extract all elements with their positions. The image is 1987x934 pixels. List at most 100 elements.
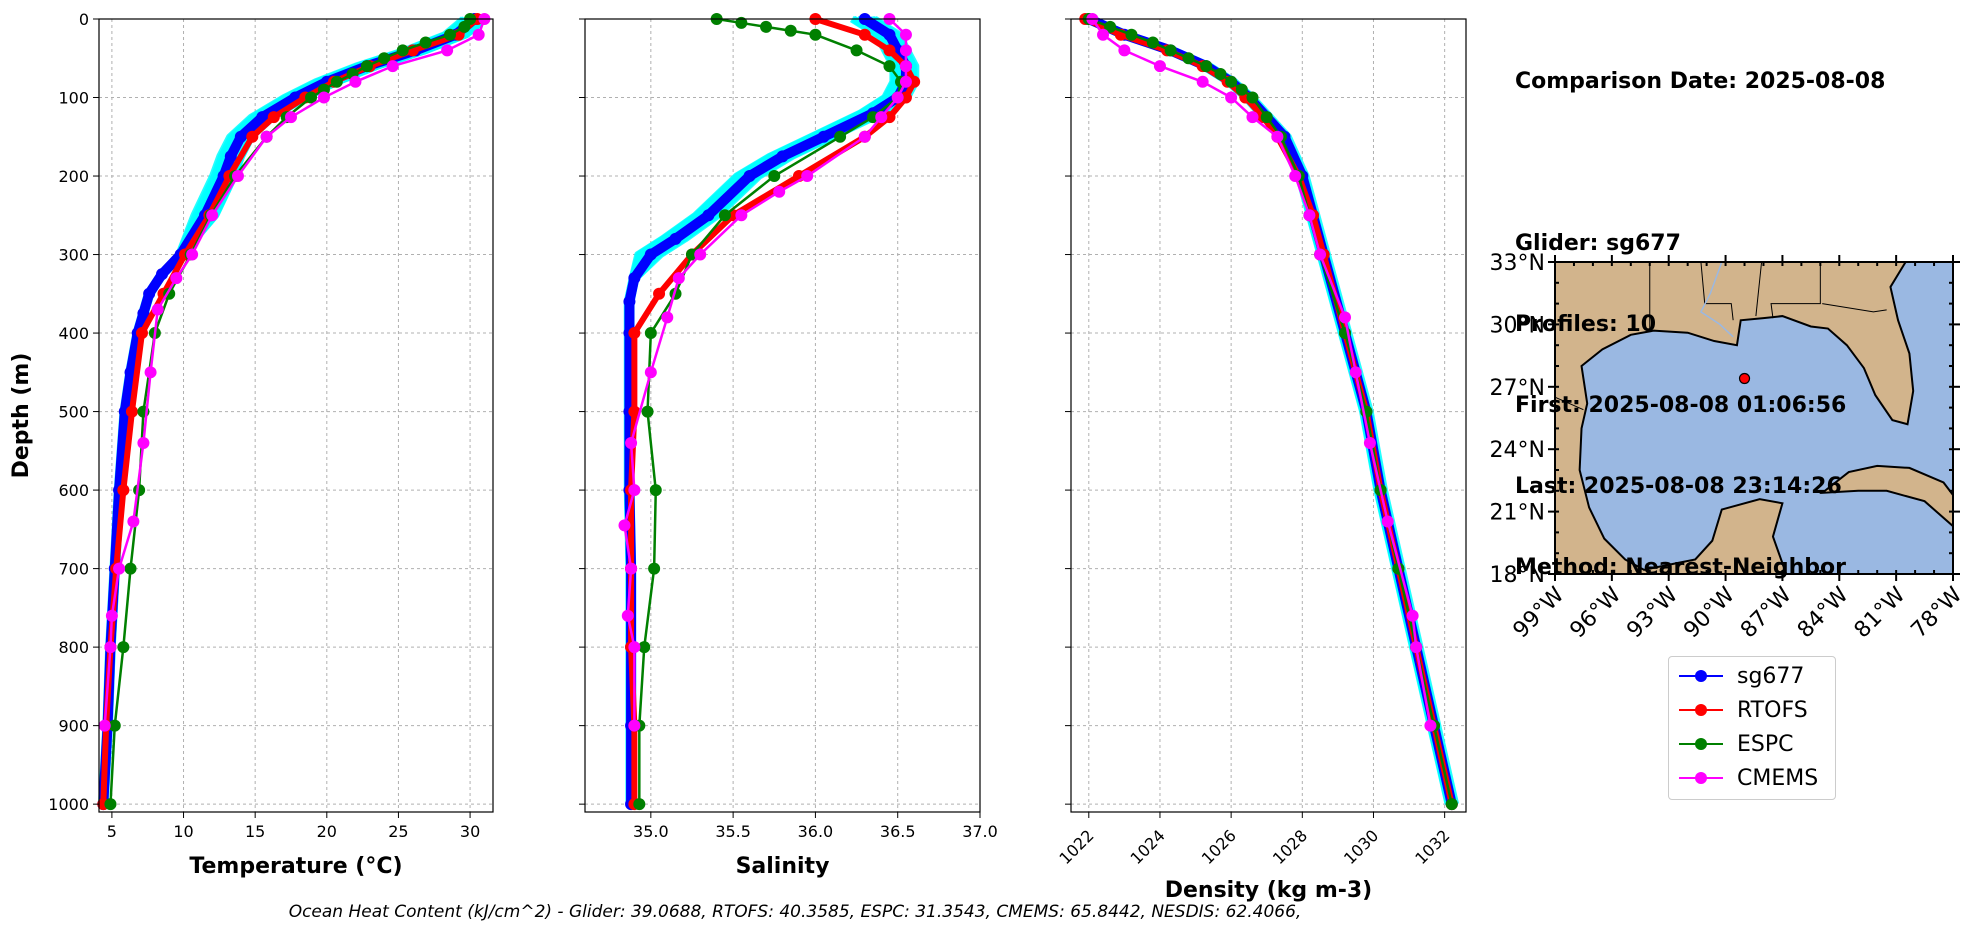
legend-label-cmems: CMEMS [1737, 766, 1819, 791]
data-point-espc [360, 60, 373, 73]
data-point-rtofs [858, 28, 871, 41]
y-tick-label: 100 [58, 89, 89, 108]
data-point-cmems [1271, 130, 1284, 143]
y-axis-label: Depth (m) [9, 353, 34, 479]
data-point-cmems [1153, 60, 1166, 73]
data-point-sg677 [817, 130, 830, 143]
map-lon-label: 78°W [1907, 582, 1968, 643]
data-point-sg677 [224, 150, 237, 163]
data-point-cmems [284, 111, 297, 124]
data-point-cmems [1303, 209, 1316, 222]
data-point-espc [108, 719, 121, 732]
data-point-espc [330, 75, 343, 88]
data-point-cmems [801, 170, 814, 183]
first-time: First: 2025-08-08 01:06:56 [1515, 393, 1847, 418]
data-point-cmems [349, 75, 362, 88]
data-point-sg677 [883, 28, 896, 41]
data-point-sg677 [124, 366, 137, 379]
data-point-cmems [773, 185, 786, 198]
glider-profile-line [101, 16, 488, 805]
x-tick-label: 1024 [1127, 826, 1169, 868]
x-tick-label: 20 [317, 822, 337, 841]
data-point-espc [768, 170, 781, 183]
legend-item-cmems: CMEMS [1677, 762, 1833, 796]
data-point-sg677 [234, 130, 247, 143]
data-point-espc [1146, 36, 1159, 49]
ohc-footer: Ocean Heat Content (kJ/cm^2) - Glider: 3… [288, 902, 1302, 922]
data-point-cmems [231, 170, 244, 183]
data-point-espc [883, 60, 896, 73]
data-point-sg677 [743, 170, 756, 183]
axes-frame [584, 18, 981, 813]
legend-marker-espc [1679, 738, 1723, 750]
data-point-cmems [386, 60, 399, 73]
data-point-rtofs [628, 405, 641, 418]
data-point-cmems [1289, 170, 1302, 183]
x-tick-label: 35.5 [715, 822, 751, 841]
data-point-cmems [105, 609, 118, 622]
data-point-espc [633, 798, 646, 811]
map-lat-label: 30°N [1490, 313, 1545, 338]
y-tick-label: 500 [58, 403, 89, 422]
series-line-espc [109, 18, 472, 805]
map-border [1755, 261, 1763, 317]
comparison-date: Comparison Date: 2025-08-08 [1515, 69, 1886, 94]
data-point-cmems [899, 75, 912, 88]
map-lat-label: 24°N [1490, 438, 1545, 463]
data-point-cmems [621, 609, 634, 622]
data-point-sg677 [143, 287, 156, 300]
axes-frame [1070, 18, 1467, 813]
last-time: Last: 2025-08-08 23:14:26 [1515, 474, 1842, 499]
data-point-sg677 [256, 111, 269, 124]
data-point-rtofs [135, 327, 148, 340]
data-point-cmems [170, 272, 183, 285]
legend-item-sg677: sg677 [1677, 660, 1833, 694]
legend-item-espc: ESPC [1677, 728, 1833, 762]
data-point-sg677 [156, 268, 169, 281]
data-point-cmems [1246, 111, 1259, 124]
data-point-espc [1225, 75, 1238, 88]
map-frame [1554, 261, 1954, 575]
map-ocean [1578, 261, 1954, 575]
data-point-rtofs [899, 91, 912, 104]
series-line-cmems [103, 18, 486, 726]
axes-frame [98, 18, 494, 813]
profile-panel-1: 0 100 200 300 400 500 600 700 800 900 1000 5 10 15 20 2… [9, 10, 494, 879]
data-point-espc [735, 16, 748, 29]
data-point-cmems [206, 209, 219, 222]
data-point-espc [1260, 111, 1273, 124]
data-point-rtofs [267, 111, 280, 124]
data-point-cmems [644, 366, 657, 379]
x-tick-label: 25 [388, 822, 408, 841]
data-point-cmems [98, 719, 111, 732]
data-point-cmems [104, 641, 117, 654]
data-point-rtofs [908, 75, 921, 88]
profile-panel-3: 1022 1024 1026 1028 1030 1032 Density (kg m-3) [1055, 13, 1467, 903]
data-point-espc [305, 91, 318, 104]
data-point-espc [396, 44, 409, 57]
data-point-cmems [1349, 366, 1362, 379]
legend-label-sg677: sg677 [1737, 664, 1805, 689]
map-river [1699, 261, 1734, 338]
data-point-espc [419, 36, 432, 49]
data-point-espc [1104, 20, 1117, 33]
info-panel: Comparison Date: 2025-08-08 Glider: sg67… [1515, 14, 1885, 608]
data-point-espc [644, 327, 657, 340]
data-point-espc [1125, 28, 1138, 41]
data-point-cmems [735, 209, 748, 222]
method: Method: Nearest-Neighbor [1515, 555, 1846, 580]
data-point-cmems [899, 60, 912, 73]
data-point-rtofs [125, 405, 138, 418]
data-point-cmems [317, 91, 330, 104]
legend-label-espc: ESPC [1737, 732, 1794, 757]
x-axis-label: Density (kg m-3) [1165, 878, 1373, 903]
data-point-espc [638, 641, 651, 654]
map-lat-label: 18°N [1490, 563, 1545, 588]
data-point-espc [1246, 91, 1259, 104]
data-point-espc [1200, 60, 1213, 73]
data-point-cmems [625, 436, 638, 449]
data-point-cmems [1097, 28, 1110, 41]
y-tick-label: 300 [58, 246, 89, 265]
x-tick-label: 15 [245, 822, 265, 841]
data-point-cmems [1363, 436, 1376, 449]
